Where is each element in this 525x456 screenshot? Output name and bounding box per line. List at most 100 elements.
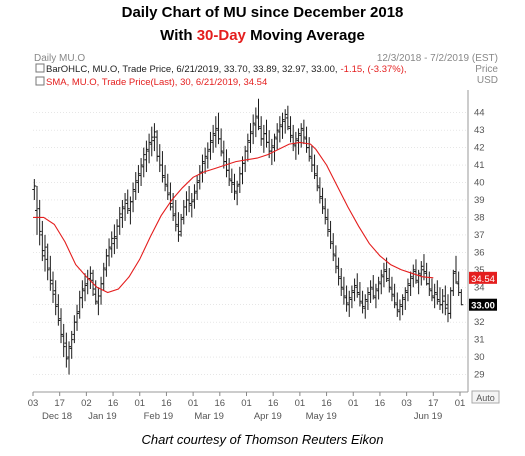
y-tick-label: 29 xyxy=(474,370,485,381)
ohlc-bar xyxy=(211,124,216,153)
ohlc-bar xyxy=(32,179,37,200)
ohlc-bar xyxy=(141,147,146,178)
ohlc-bar xyxy=(424,262,429,286)
ohlc-bar xyxy=(224,149,229,178)
ohlc-bar xyxy=(165,173,170,200)
ohlc-bar xyxy=(53,280,58,316)
ohlc-bar xyxy=(35,186,40,235)
ohlc-bar xyxy=(339,268,344,296)
ohlc-bar xyxy=(427,271,432,296)
y-tick-label: 42 xyxy=(474,143,485,154)
auto-button[interactable] xyxy=(471,390,500,404)
ohlc-bar xyxy=(272,133,277,162)
ohlc-bar xyxy=(72,315,77,344)
ohlc-bar xyxy=(173,199,178,232)
x-tick-label: 01 xyxy=(188,398,199,409)
y-tick-label: 30 xyxy=(474,352,485,363)
ohlc-bar xyxy=(136,165,141,193)
ohlc-bar xyxy=(363,294,368,319)
ohlc-bar xyxy=(320,187,325,214)
ohlc-bar xyxy=(352,278,357,302)
ohlc-bar xyxy=(336,257,341,286)
legend-sma-text: SMA, MU.O, Trade Price(Last), 30, 6/21/2… xyxy=(46,77,267,88)
ohlc-bar xyxy=(315,165,320,192)
ohlc-bar xyxy=(261,124,266,153)
ohlc-bar xyxy=(368,280,373,303)
x-month-label: Apr 19 xyxy=(254,411,282,422)
ohlc-bar xyxy=(437,287,442,310)
panel-header: Daily MU.O 12/3/2018 - 7/2/2019 (EST) Pr… xyxy=(34,53,498,88)
instrument-label: Daily MU.O xyxy=(34,53,85,64)
x-axis: 03 17 02 16 01 16 01 16 01 16 01 16 01 16 03 17 01 Dec 18… xyxy=(28,392,465,422)
sma-line xyxy=(33,141,434,294)
ohlc-bar xyxy=(43,234,48,272)
ohlc-bar xyxy=(152,123,157,152)
ohlc-bar xyxy=(229,168,234,193)
ohlc-bar xyxy=(443,285,448,316)
y-tick-label: 38 xyxy=(474,212,485,223)
ohlc-bar xyxy=(123,192,128,221)
ohlc-bar xyxy=(101,262,106,291)
ohlc-bar xyxy=(45,243,50,281)
ohlc-bar xyxy=(269,138,274,166)
ohlc-bar xyxy=(256,98,261,131)
ohlc-bar xyxy=(259,116,264,146)
ohlc-bar xyxy=(219,128,224,157)
ohlc-bar xyxy=(419,261,424,286)
ohlc-bar xyxy=(157,144,162,173)
ohlc-bar xyxy=(293,131,298,160)
ohlc-bar xyxy=(275,123,280,150)
ohlc-bar xyxy=(107,238,112,267)
price-axis-label: Price xyxy=(475,64,498,75)
auto-label: Auto xyxy=(476,393,495,403)
ohlc-bar xyxy=(83,273,88,302)
x-tick-label: 01 xyxy=(295,398,306,409)
ohlc-bar xyxy=(139,158,144,187)
currency-label: USD xyxy=(477,75,498,86)
ohlc-bar xyxy=(309,145,314,173)
y-tick-label: 44 xyxy=(474,108,485,119)
ohlc-bar xyxy=(416,269,421,295)
ohlc-bar xyxy=(421,254,426,281)
ohlc-bar xyxy=(312,154,317,180)
ohlc-bar xyxy=(379,269,384,295)
ohlc-bar xyxy=(93,280,98,305)
title-suffix: Moving Average xyxy=(245,27,365,44)
ohlc-bar xyxy=(56,294,61,326)
legend-sma-icon[interactable] xyxy=(35,76,45,86)
ohlc-bar xyxy=(453,255,458,284)
ohlc-bar xyxy=(304,126,309,153)
ohlc-bar xyxy=(387,268,392,293)
ohlc-bar xyxy=(99,276,104,305)
x-tick-label: 16 xyxy=(161,398,172,409)
ohlc-bar xyxy=(299,123,304,148)
ohlc-bar xyxy=(459,289,464,306)
ohlc-bar xyxy=(371,275,376,300)
ohlc-bar xyxy=(104,248,109,277)
ohlc-bar xyxy=(125,189,130,214)
ohlc-bar xyxy=(197,165,202,190)
title-prefix: With xyxy=(160,27,197,44)
legend-bar-icon[interactable] xyxy=(35,63,45,73)
ohlc-bar xyxy=(376,276,381,300)
ohlc-bar xyxy=(176,212,181,242)
last-price-tag xyxy=(469,298,497,311)
ohlc-bar xyxy=(291,124,296,152)
ohlc-bar xyxy=(432,283,437,309)
x-tick-label: 17 xyxy=(428,398,439,409)
ohlc-bar xyxy=(203,147,208,174)
ohlc-bar xyxy=(400,294,405,316)
ohlc-bar xyxy=(37,199,42,246)
ohlc-bar xyxy=(328,220,333,249)
x-month-label: Jan 19 xyxy=(88,411,117,422)
ohlc-bar xyxy=(184,191,189,216)
ohlc-bar xyxy=(429,278,434,302)
y-tick-label: 35 xyxy=(474,265,485,276)
legend-bar-text: BarOHLC, MU.O, Trade Price, 6/21/2019, 3… xyxy=(46,64,407,75)
ohlc-bar xyxy=(64,332,69,368)
x-tick-label: 16 xyxy=(375,398,386,409)
ohlc-bar xyxy=(117,206,122,235)
ohlc-bar xyxy=(392,283,397,309)
ohlc-bar xyxy=(389,276,394,302)
ohlc-bar xyxy=(205,142,210,169)
